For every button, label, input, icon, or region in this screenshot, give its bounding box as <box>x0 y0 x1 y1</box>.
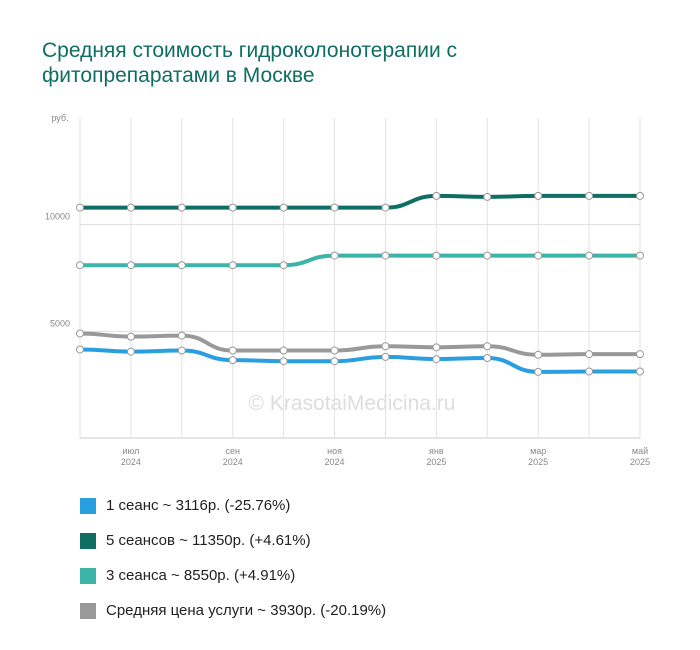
point <box>585 191 594 200</box>
point <box>126 347 135 356</box>
point <box>636 350 644 359</box>
series-line <box>79 193 640 210</box>
point <box>228 261 237 270</box>
legend: 1 сеанс ~ 3116р. (-25.76%) 5 сеансов ~ 11… <box>80 488 386 628</box>
legend-label: Средняя цена услуги ~ 3930р. (-20.19%) <box>106 602 387 619</box>
point <box>177 331 186 340</box>
point <box>330 357 339 366</box>
x-tick-label: сен 2024 <box>223 446 243 467</box>
point <box>432 343 441 352</box>
point <box>585 251 594 260</box>
point <box>636 367 644 376</box>
legend-item: 3 сеанса ~ 8550р. (+4.91%) <box>80 558 386 593</box>
x-tick-label-line: ноя <box>327 446 342 456</box>
legend-swatch <box>80 497 96 514</box>
point <box>534 191 543 200</box>
point <box>76 261 84 270</box>
x-tick-label-line: май <box>632 446 648 456</box>
x-tick-label-line: 2025 <box>528 457 548 467</box>
legend-label: 1 сеанс ~ 3116р. (-25.76%) <box>106 497 291 514</box>
point <box>279 346 288 355</box>
legend-item: 5 сеансов ~ 11350р. (+4.61%) <box>80 523 386 558</box>
point <box>483 342 492 351</box>
x-tick-label-line: 2025 <box>426 457 446 467</box>
point <box>177 346 186 355</box>
point <box>585 367 594 376</box>
point <box>228 203 237 212</box>
legend-label: 3 сеанса ~ 8550р. (+4.91%) <box>106 567 296 584</box>
point <box>330 346 339 355</box>
legend-label: 5 сеансов ~ 11350р. (+4.61%) <box>106 532 311 549</box>
series-line <box>79 253 640 268</box>
point <box>636 251 644 260</box>
point <box>534 367 543 376</box>
point <box>228 356 237 365</box>
legend-swatch <box>80 602 96 619</box>
point <box>534 350 543 359</box>
x-tick-label: май 2025 <box>630 446 650 467</box>
point <box>534 251 543 260</box>
point <box>483 192 492 201</box>
x-tick-label-line: 2024 <box>121 457 141 467</box>
watermark: © KrasotaiMedicina.ru <box>249 392 456 415</box>
point <box>381 342 390 351</box>
point <box>330 203 339 212</box>
point <box>228 346 237 355</box>
point <box>76 345 84 354</box>
legend-swatch <box>80 532 96 549</box>
point <box>279 261 288 270</box>
series-line <box>79 331 640 357</box>
point <box>126 261 135 270</box>
point <box>432 355 441 364</box>
point <box>76 329 84 338</box>
y-tick-label: 10000 <box>45 212 70 222</box>
x-tick-label-line: янв <box>429 446 444 456</box>
point <box>381 251 390 260</box>
point <box>279 203 288 212</box>
point <box>381 352 390 361</box>
x-tick-label-line: 2024 <box>325 457 345 467</box>
y-axis-label: руб. <box>51 113 68 123</box>
x-tick-label-line: июл <box>122 446 139 456</box>
legend-swatch <box>80 567 96 584</box>
point <box>483 354 492 362</box>
series-line <box>79 347 640 374</box>
point <box>126 203 135 212</box>
legend-item: 1 сеанс ~ 3116р. (-25.76%) <box>80 488 386 523</box>
legend-item: Средняя цена услуги ~ 3930р. (-20.19%) <box>80 593 386 628</box>
point <box>432 191 441 200</box>
point <box>585 350 594 359</box>
x-tick-label-line: сен <box>225 446 240 456</box>
x-tick-label-line: 2024 <box>223 457 243 467</box>
point <box>177 203 186 212</box>
y-tick-label: 5000 <box>50 318 70 328</box>
x-tick-label: янв 2025 <box>426 446 446 467</box>
point <box>76 203 84 212</box>
point <box>279 357 288 366</box>
chart-title: Средняя стоимость гидроколонотерапии с ф… <box>42 39 458 87</box>
point <box>126 332 135 341</box>
x-tick-label: ноя 2024 <box>325 446 345 467</box>
point <box>177 261 186 270</box>
point <box>432 251 441 260</box>
point <box>330 251 339 260</box>
x-tick-label-line: 2025 <box>630 457 650 467</box>
x-tick-label: мар 2025 <box>528 446 548 467</box>
x-tick-label: июл 2024 <box>121 446 141 467</box>
x-tick-label-line: мар <box>530 446 546 456</box>
point <box>636 191 644 200</box>
point <box>381 203 390 212</box>
point <box>483 251 492 260</box>
